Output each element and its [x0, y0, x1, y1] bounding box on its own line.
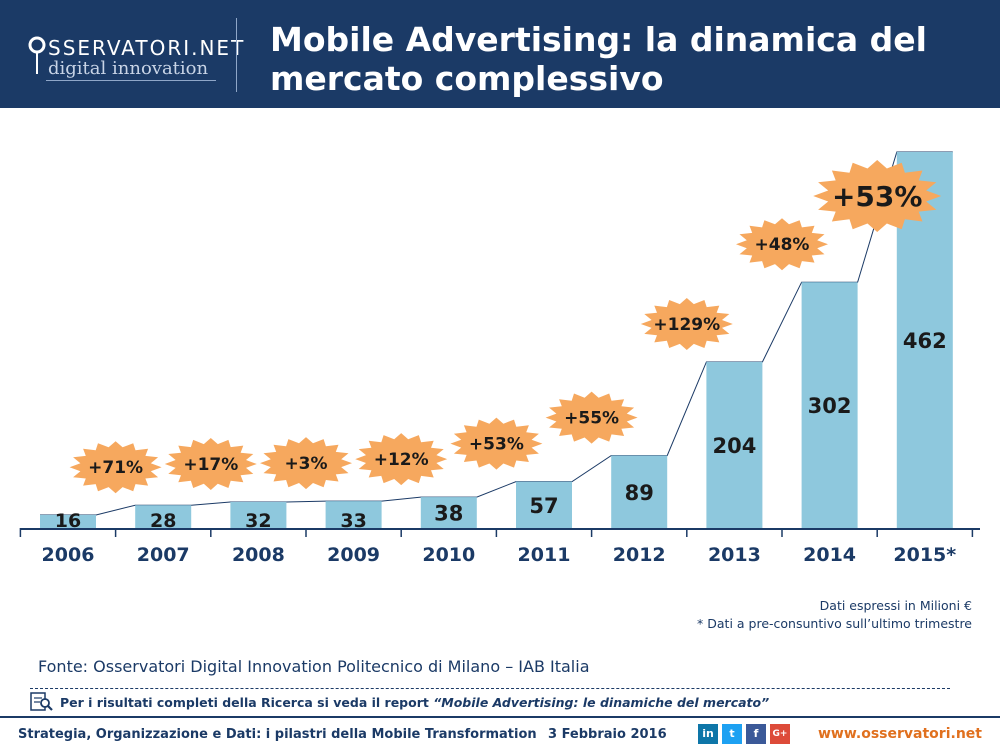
- logo-tagline: digital innovation: [48, 58, 209, 79]
- x-tick-label: 2010: [422, 544, 475, 566]
- growth-label: +129%: [653, 315, 720, 335]
- report-reference[interactable]: Per i risultati completi della Ricerca s…: [60, 695, 769, 710]
- bar: [516, 481, 572, 528]
- x-tick-label: 2013: [708, 544, 761, 566]
- report-magnifier-icon: [30, 692, 53, 711]
- preconsuntivo-note: * Dati a pre-consuntivo sull’ultimo trim…: [697, 616, 972, 631]
- bar: [420, 497, 477, 528]
- growth-burst: [260, 437, 352, 490]
- x-tick-label: 2015*: [893, 544, 956, 566]
- bar: [611, 455, 668, 528]
- growth-burst: [164, 438, 257, 490]
- logo-underline: [46, 80, 216, 81]
- x-tick-label: 2009: [327, 544, 380, 566]
- data-label: 33: [340, 510, 366, 532]
- data-label: 57: [529, 494, 558, 518]
- growth-label: +53%: [469, 435, 524, 455]
- twitter-icon[interactable]: t: [722, 724, 742, 744]
- linkedin-icon[interactable]: in: [698, 724, 718, 744]
- growth-label: +53%: [832, 180, 922, 213]
- growth-burst: [450, 417, 543, 470]
- footer-event-title: Strategia, Organizzazione e Dati: i pila…: [18, 727, 537, 742]
- x-tick-label: 2014: [803, 544, 856, 566]
- connector-line: [40, 151, 953, 516]
- data-label: 302: [808, 394, 852, 418]
- googleplus-icon[interactable]: G+: [770, 724, 790, 744]
- bar: [230, 501, 287, 528]
- growth-label: +48%: [755, 235, 810, 255]
- bar: [706, 361, 763, 528]
- growth-label: +12%: [374, 450, 429, 470]
- data-label: 462: [903, 329, 947, 353]
- page-title: Mobile Advertising: la dinamica del merc…: [270, 20, 927, 98]
- unit-note: Dati espressi in Milioni €: [819, 598, 972, 613]
- growth-label: +55%: [564, 409, 619, 429]
- growth-burst: [355, 433, 448, 486]
- x-tick-label: 2006: [42, 544, 95, 566]
- growth-burst: [640, 298, 733, 350]
- header-divider: [236, 18, 237, 92]
- data-label: 204: [712, 434, 756, 458]
- bar-chart: 2006 2007 2008 2009 2010 2011 2012 2013 2014 2015…: [19, 151, 980, 566]
- growth-burst: [545, 391, 638, 444]
- report-prefix: Per i risultati completi della Ricerca s…: [60, 695, 429, 710]
- facebook-icon[interactable]: f: [746, 724, 766, 744]
- report-title[interactable]: “Mobile Advertising: le dinamiche del me…: [433, 695, 770, 710]
- growth-burst: [813, 160, 942, 232]
- data-label: 89: [625, 481, 654, 505]
- location-pin-icon: [28, 36, 46, 74]
- data-label: 32: [245, 510, 271, 532]
- x-tick-label: 2007: [137, 544, 190, 566]
- growth-burst: [69, 441, 162, 494]
- bar: [40, 514, 96, 528]
- source-text: Fonte: Osservatori Digital Innovation Po…: [38, 657, 590, 676]
- growth-label: +3%: [284, 454, 327, 474]
- header-bar: SSERVATORI.NET digital innovation Mobile…: [0, 0, 1000, 108]
- data-label: 16: [55, 510, 81, 532]
- bar: [801, 282, 858, 528]
- x-tick-label: 2011: [518, 544, 571, 566]
- growth-label: +17%: [183, 455, 238, 475]
- growth-label: +71%: [88, 458, 143, 478]
- footer-date: 3 Febbraio 2016: [548, 727, 667, 742]
- x-tick-label: 2008: [232, 544, 285, 566]
- growth-burst: [736, 218, 828, 271]
- website-link[interactable]: www.osservatori.net: [818, 726, 982, 742]
- x-tick-label: 2012: [613, 544, 666, 566]
- dashed-divider: [30, 688, 950, 689]
- data-label: 38: [434, 502, 463, 526]
- logo-wordmark: SSERVATORI.NET: [48, 36, 246, 60]
- bar: [325, 501, 382, 528]
- footer-divider: [0, 716, 1000, 718]
- bar: [135, 505, 192, 528]
- data-label: 28: [150, 510, 176, 532]
